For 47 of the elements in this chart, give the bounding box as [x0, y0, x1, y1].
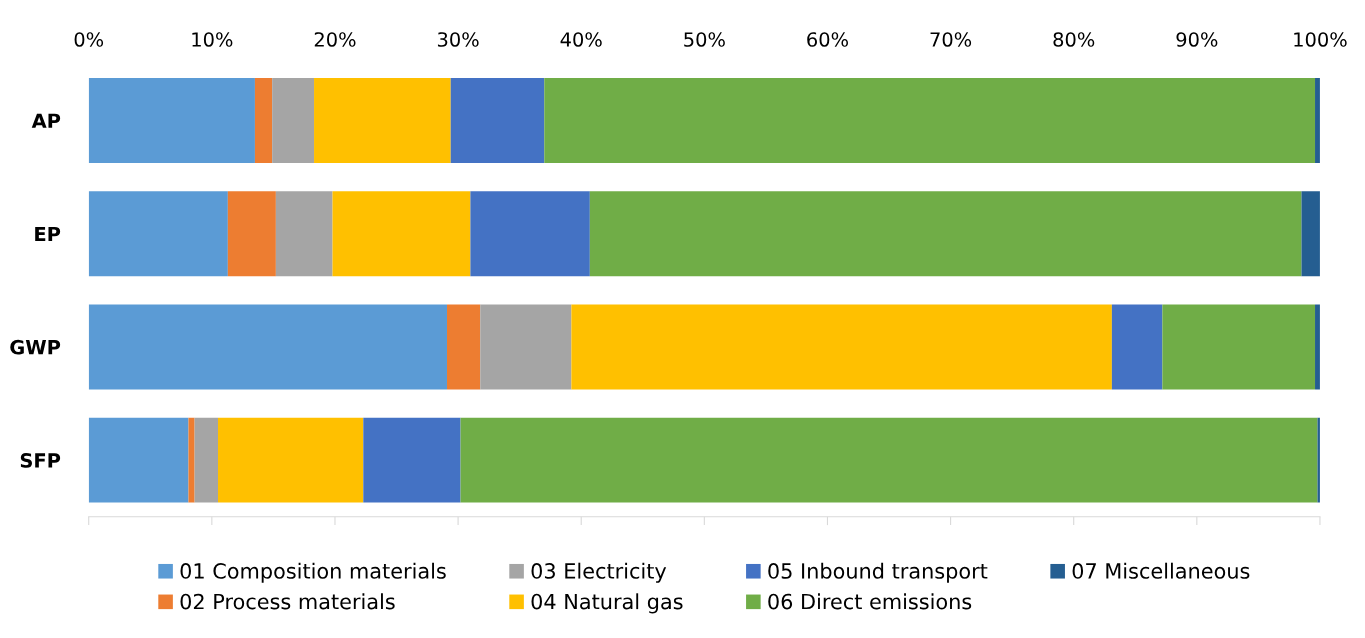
- legend-label: 06 Direct emissions: [768, 593, 972, 610]
- bar: [460, 417, 1318, 503]
- y-tick-label: SFP: [20, 453, 61, 468]
- bar: [88, 417, 189, 503]
- x-tick-label: 30%: [437, 32, 479, 47]
- bar: [480, 304, 572, 390]
- bar: [470, 191, 590, 277]
- legend-label: 03 Electricity: [531, 562, 667, 583]
- x-tick-label: 100%: [1294, 32, 1347, 47]
- x-tick-label: 70%: [930, 32, 972, 47]
- bar: [88, 77, 255, 163]
- legend-label: 01 Composition materials: [180, 562, 446, 583]
- legend-label: 05 Inbound transport: [768, 562, 988, 583]
- bar: [447, 304, 481, 390]
- x-tick-label: 40%: [560, 32, 602, 47]
- x-tick-label: 50%: [684, 32, 725, 47]
- x-tick-label: 80%: [1053, 32, 1095, 47]
- bar: [363, 417, 461, 503]
- legend-label: 04 Natural gas: [531, 593, 683, 614]
- bar: [450, 77, 545, 163]
- bar: [254, 77, 273, 163]
- legend-label: 07 Miscellaneous: [1072, 562, 1250, 579]
- bar: [1111, 304, 1163, 390]
- bar: [275, 191, 333, 277]
- bar: [88, 304, 448, 390]
- x-tick-label: 90%: [1176, 32, 1218, 47]
- legend-label: 02 Process materials: [180, 593, 395, 610]
- bar: [544, 77, 1316, 163]
- y-tick-label: EP: [35, 226, 61, 242]
- bar: [88, 191, 228, 277]
- bar: [272, 77, 315, 163]
- x-tick-label: 10%: [192, 32, 233, 47]
- bar: [332, 191, 471, 277]
- x-tick-label: 20%: [314, 32, 356, 47]
- bar: [1301, 191, 1320, 277]
- bar: [571, 304, 1112, 390]
- bar: [218, 417, 364, 503]
- x-tick-label: 60%: [807, 32, 848, 47]
- bar: [188, 417, 195, 503]
- y-tick-label: GWP: [10, 339, 61, 355]
- y-tick-label: AP: [31, 113, 61, 128]
- bar: [1162, 304, 1316, 390]
- bar: [227, 191, 276, 277]
- x-tick-label: 0%: [74, 32, 104, 47]
- bar: [194, 417, 218, 503]
- bar: [589, 191, 1302, 277]
- bar: [314, 77, 451, 163]
